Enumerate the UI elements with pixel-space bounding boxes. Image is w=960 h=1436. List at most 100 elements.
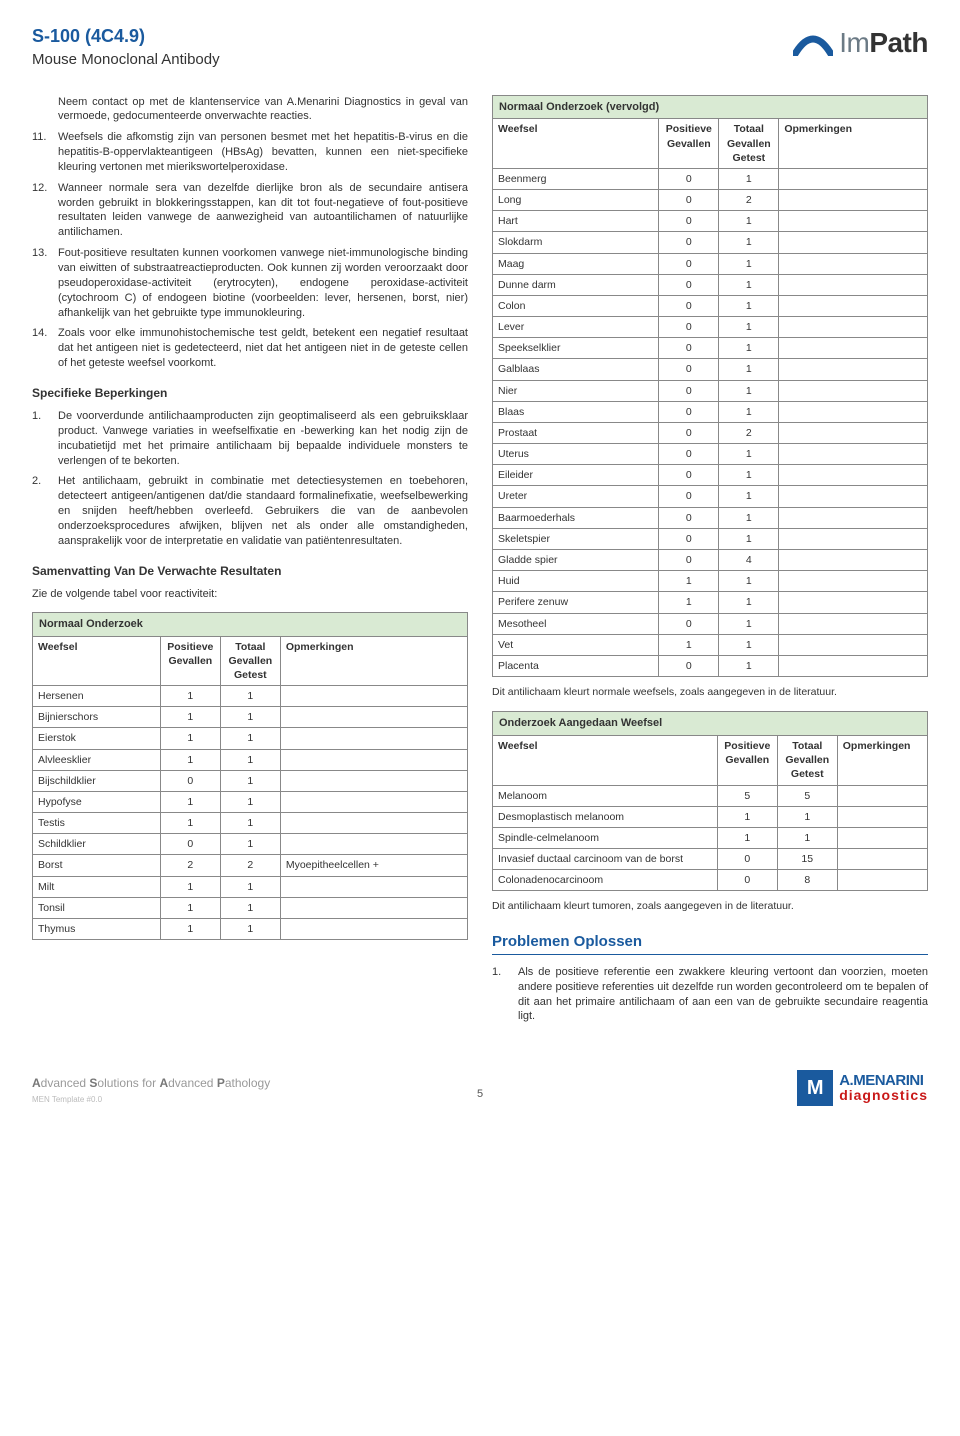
- cell-total: 5: [777, 785, 837, 806]
- table-row: Hart01: [493, 211, 928, 232]
- cell-total: 1: [220, 686, 280, 707]
- cell-weefsel: Galblaas: [493, 359, 659, 380]
- cell-total: 1: [719, 359, 779, 380]
- table3-title: Onderzoek Aangedaan Weefsel: [493, 712, 928, 736]
- table-row: Desmoplastisch melanoom11: [493, 806, 928, 827]
- cell-positive: 0: [659, 317, 719, 338]
- cell-weefsel: Colonadenocarcinoom: [493, 870, 718, 891]
- cell-positive: 0: [659, 444, 719, 465]
- cell-total: 1: [719, 528, 779, 549]
- th-weefsel: Weefsel: [33, 636, 161, 686]
- problems-title: Problemen Oplossen: [492, 932, 928, 955]
- cell-positive: 0: [659, 401, 719, 422]
- cell-remarks: [280, 834, 467, 855]
- cell-positive: 1: [659, 571, 719, 592]
- cell-weefsel: Alvleesklier: [33, 749, 161, 770]
- cell-weefsel: Tonsil: [33, 897, 161, 918]
- cell-weefsel: Bijschildklier: [33, 770, 161, 791]
- cell-total: 1: [220, 834, 280, 855]
- th-positive: Positieve Gevallen: [717, 736, 777, 786]
- th-total: Totaal Gevallen Getest: [719, 119, 779, 169]
- logo-text-light: Im: [839, 27, 869, 58]
- table-row: Nier01: [493, 380, 928, 401]
- cell-positive: 0: [717, 870, 777, 891]
- logo-m-icon: M: [797, 1070, 833, 1106]
- cell-total: 1: [719, 211, 779, 232]
- cell-weefsel: Invasief ductaal carcinoom van de borst: [493, 849, 718, 870]
- cell-positive: 0: [659, 380, 719, 401]
- cell-remarks: [779, 507, 928, 528]
- cell-remarks: [837, 827, 927, 848]
- table-row: Hypofyse11: [33, 791, 468, 812]
- list-item: 11.Weefsels die afkomstig zijn van perso…: [32, 130, 468, 175]
- table-row: Gladde spier04: [493, 550, 928, 571]
- cell-weefsel: Milt: [33, 876, 161, 897]
- table-row: Prostaat02: [493, 422, 928, 443]
- cell-remarks: Myoepitheelcellen +: [280, 855, 467, 876]
- logo-arc-icon: [793, 30, 833, 56]
- cell-weefsel: Dunne darm: [493, 274, 659, 295]
- cell-weefsel: Hypofyse: [33, 791, 161, 812]
- cell-remarks: [280, 791, 467, 812]
- cell-total: 1: [719, 634, 779, 655]
- cell-remarks: [280, 707, 467, 728]
- table-row: Colon01: [493, 295, 928, 316]
- cell-total: 1: [719, 507, 779, 528]
- product-code: S-100 (4C4.9): [32, 24, 220, 48]
- cell-remarks: [779, 465, 928, 486]
- left-column: Neem contact op met de klantenservice va…: [32, 95, 468, 1031]
- cell-positive: 0: [659, 211, 719, 232]
- table-row: Borst22Myoepitheelcellen +: [33, 855, 468, 876]
- table-row: Mesotheel01: [493, 613, 928, 634]
- cell-positive: 1: [160, 686, 220, 707]
- th-total: Totaal Gevallen Getest: [220, 636, 280, 686]
- summary-intro: Zie de volgende tabel voor reactiviteit:: [32, 587, 468, 602]
- list-text: Het antilichaam, gebruikt in combinatie …: [58, 474, 468, 548]
- cell-weefsel: Nier: [493, 380, 659, 401]
- list-num: 12.: [32, 181, 58, 240]
- list-item: 1.Als de positieve referentie een zwakke…: [492, 965, 928, 1024]
- cell-remarks: [779, 422, 928, 443]
- th-weefsel: Weefsel: [493, 119, 659, 169]
- cell-remarks: [779, 550, 928, 571]
- cell-weefsel: Skeletspier: [493, 528, 659, 549]
- cell-weefsel: Eierstok: [33, 728, 161, 749]
- cell-positive: 0: [659, 655, 719, 676]
- cell-weefsel: Blaas: [493, 401, 659, 422]
- cell-positive: 0: [659, 359, 719, 380]
- cell-total: 1: [220, 728, 280, 749]
- cell-total: 1: [220, 749, 280, 770]
- cell-weefsel: Eileider: [493, 465, 659, 486]
- cell-positive: 0: [717, 849, 777, 870]
- cell-positive: 0: [659, 338, 719, 359]
- list-num: 2.: [32, 474, 58, 548]
- page-header: S-100 (4C4.9) Mouse Monoclonal Antibody …: [32, 24, 928, 71]
- th-remarks: Opmerkingen: [837, 736, 927, 786]
- cell-positive: 1: [717, 827, 777, 848]
- table-row: Invasief ductaal carcinoom van de borst0…: [493, 849, 928, 870]
- table-normal: Normaal Onderzoek Weefsel Positieve Geva…: [32, 612, 468, 940]
- cell-remarks: [779, 295, 928, 316]
- list-item: 2.Het antilichaam, gebruikt in combinati…: [32, 474, 468, 548]
- table-row: Skeletspier01: [493, 528, 928, 549]
- table-row: Vet11: [493, 634, 928, 655]
- brand-sub: diagnostics: [839, 1089, 928, 1102]
- cell-remarks: [280, 876, 467, 897]
- cell-total: 1: [719, 168, 779, 189]
- cell-remarks: [837, 870, 927, 891]
- cell-remarks: [280, 918, 467, 939]
- cell-weefsel: Desmoplastisch melanoom: [493, 806, 718, 827]
- table-row: Thymus11: [33, 918, 468, 939]
- cell-remarks: [779, 655, 928, 676]
- cell-remarks: [779, 232, 928, 253]
- table-row: Slokdarm01: [493, 232, 928, 253]
- cell-total: 2: [719, 190, 779, 211]
- cell-remarks: [280, 686, 467, 707]
- cell-weefsel: Maag: [493, 253, 659, 274]
- cell-positive: 1: [160, 791, 220, 812]
- th-positive: Positieve Gevallen: [659, 119, 719, 169]
- summary-title: Samenvatting Van De Verwachte Resultaten: [32, 563, 468, 579]
- impath-logo: ImPath: [793, 24, 928, 62]
- cell-weefsel: Slokdarm: [493, 232, 659, 253]
- cell-remarks: [779, 528, 928, 549]
